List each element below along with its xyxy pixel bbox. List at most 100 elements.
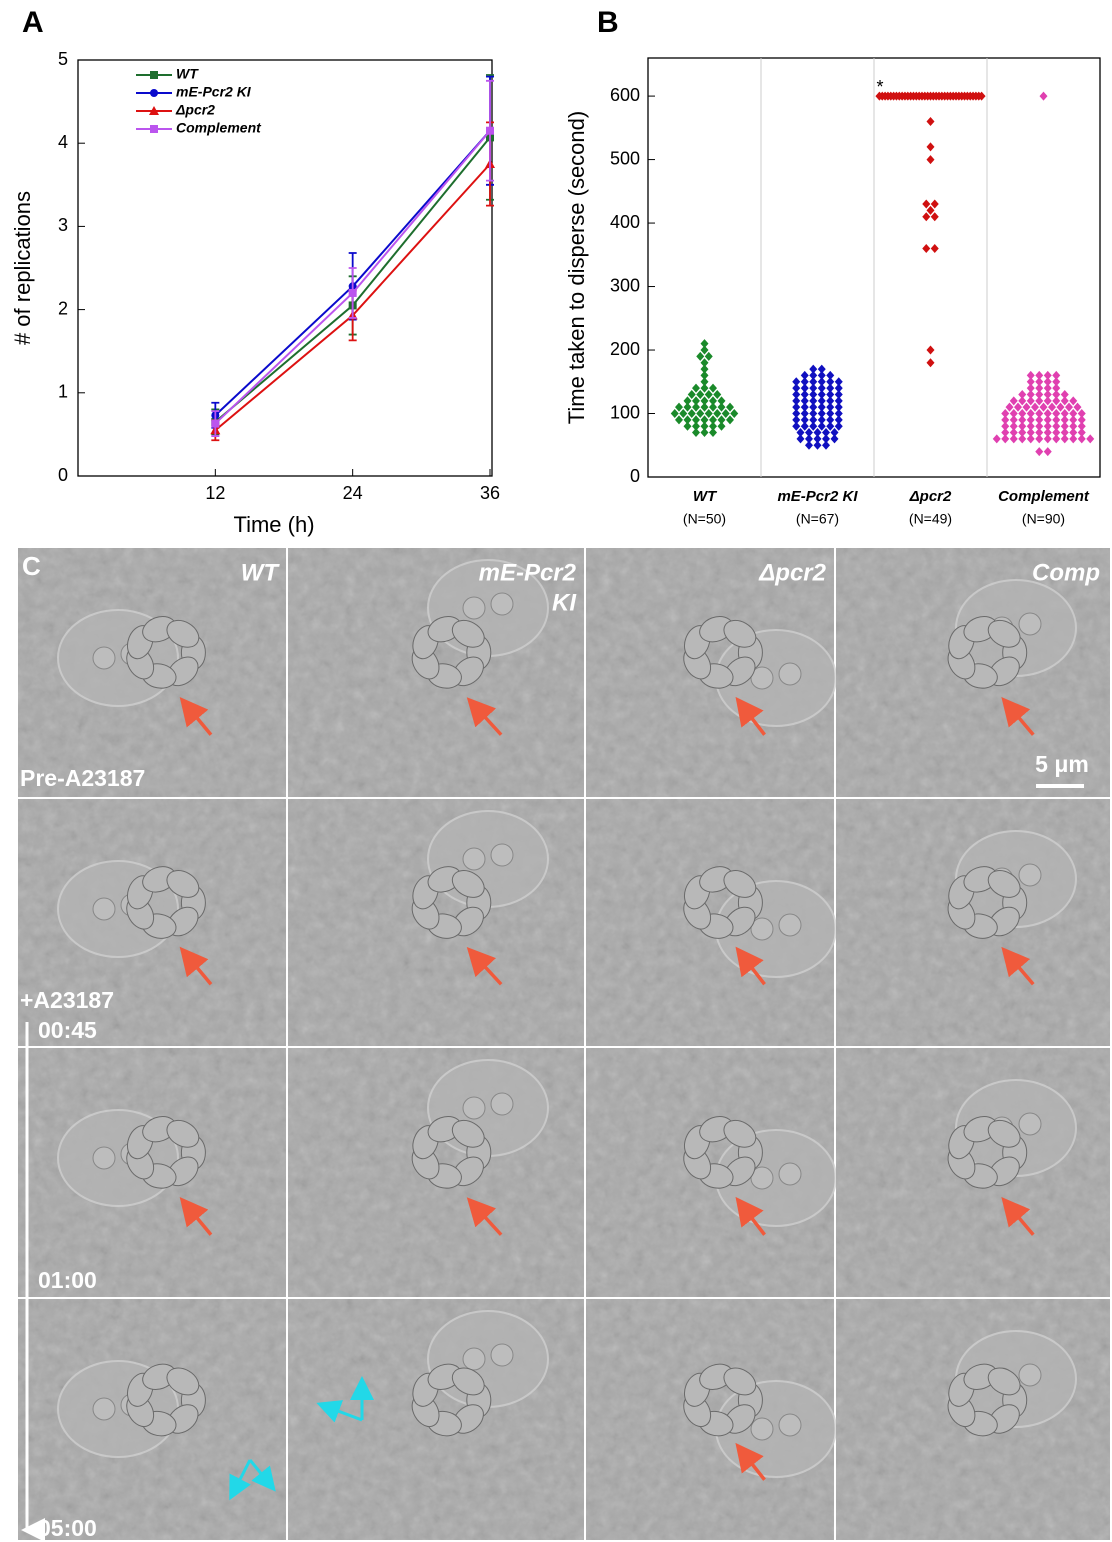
micrographs: C WT mE-Pcr2 KI Δpcr2 Comp Pre-A23187 +A23187 00… [18,548,1110,1542]
nucleolus [750,1417,774,1441]
category-note: (N=50) [683,511,726,527]
data-point [700,339,709,349]
data-point [792,383,801,393]
data-point [1060,396,1069,406]
data-point [1001,434,1010,444]
data-point [704,351,713,361]
parasite [166,1119,200,1148]
data-point [700,396,709,406]
data-point [709,383,717,393]
data-point [1009,396,1018,406]
data-point [800,415,809,425]
data-point [700,421,709,431]
y-tick-label: 2 [58,298,68,318]
data-point [792,377,801,387]
parasite [723,1119,757,1148]
data-point [1026,415,1035,425]
data-point [926,205,935,215]
data-point [1005,402,1014,412]
data-point [1043,370,1052,380]
data-point [704,409,713,419]
data-point [1009,434,1018,444]
data-point [1052,396,1061,406]
red-arrow [1001,697,1035,736]
data-point [817,402,826,412]
data-point [830,434,839,444]
data-point [817,396,826,406]
data-point [792,389,801,399]
nucleolus [490,843,514,867]
data-point [700,345,709,355]
data-point [675,415,683,425]
data-point [1069,409,1078,419]
data-point [692,396,700,406]
data-point [817,364,826,374]
red-arrow [735,696,766,736]
category-note: (N=49) [909,511,952,527]
data-point [1043,415,1052,425]
parasite [451,1119,485,1148]
data-point [692,402,700,412]
data-point [826,421,835,431]
data-point [1077,421,1086,431]
x-tick-label: 24 [343,483,363,503]
data-point [700,402,709,412]
data-point [1052,415,1061,425]
data-point [834,377,843,387]
data-point [1052,409,1061,419]
data-point [922,199,931,209]
data-point [800,409,809,419]
data-point [922,212,931,222]
data-point [1026,370,1035,380]
data-point [1043,389,1052,399]
data-point [922,243,931,253]
data-point [1035,377,1044,387]
time-label: 01:00 [38,1267,97,1293]
data-point [792,421,801,431]
data-point [1043,396,1052,406]
data-point [696,409,705,419]
data-point [822,428,830,438]
data-point [1060,389,1069,399]
data-point [809,402,818,412]
data-point [1039,402,1048,412]
time-label: 00:45 [38,1017,97,1043]
nucleolus [1018,1112,1042,1136]
parasite [987,619,1021,648]
data-point [926,116,935,126]
data-point [826,389,835,399]
data-point [796,428,805,438]
y-axis-title: # of replications [10,191,35,345]
data-point [805,434,813,444]
data-point [700,383,709,393]
data-point [817,409,826,419]
data-point [834,421,843,431]
column-label: WT [241,559,281,586]
data-point [700,428,709,438]
nucleolus [462,1096,486,1120]
data-point [1069,421,1078,431]
data-point [813,434,822,444]
red-arrow [735,1196,766,1236]
data-point [796,434,805,444]
category-note: (N=90) [1022,511,1065,527]
annotation: * [876,77,883,97]
chart-b: 0 100 200 300 400 500 600 Time taken to dispers… [564,57,1101,527]
data-point [679,409,688,419]
data-point [1043,377,1052,387]
data-point [717,396,726,406]
data-point [1069,434,1078,444]
data-point [1039,91,1048,101]
data-point [809,377,818,387]
data-point [800,377,809,387]
data-point [692,415,700,425]
y-tick-label: 100 [610,402,640,422]
data-point [696,351,705,361]
nucleolus [92,1397,116,1421]
data-point [809,370,818,380]
data-point [721,409,730,419]
nucleolus [750,917,774,941]
data-point [809,409,818,419]
red-arrow [735,1442,766,1481]
